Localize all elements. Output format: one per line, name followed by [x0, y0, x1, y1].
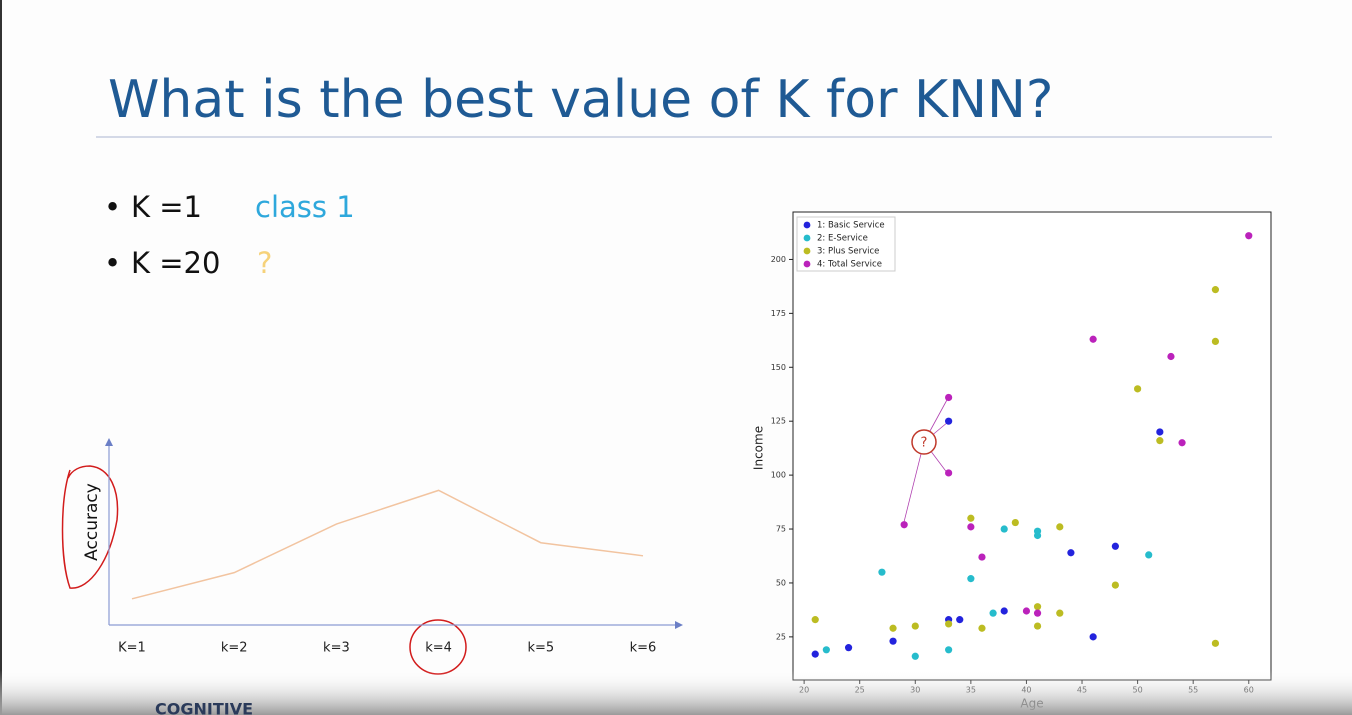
- point: [1111, 542, 1119, 550]
- y-tick-label: 175: [771, 309, 786, 318]
- point: [811, 650, 819, 658]
- plot-frame: [792, 211, 1272, 681]
- y-arrow: [105, 438, 113, 446]
- point: [1011, 518, 1019, 527]
- legend-label: 3: Plus Service: [817, 247, 879, 257]
- y-tick-label: 25: [776, 632, 786, 641]
- bullet-answer: class 1: [255, 190, 355, 224]
- legend-swatch: [803, 234, 811, 242]
- point: [889, 624, 897, 632]
- point: [1067, 549, 1075, 557]
- point: [1167, 352, 1175, 361]
- point: [1145, 551, 1153, 559]
- point: [1211, 286, 1220, 294]
- bullet-answer: ?: [257, 246, 272, 280]
- y-tick-label: 200: [771, 255, 786, 264]
- footer-logo: COGNITIVE: [155, 700, 253, 715]
- x-tick-label: k=3: [323, 641, 350, 656]
- point: [1056, 609, 1064, 617]
- x-tick-label: k=5: [527, 641, 554, 656]
- point: [945, 620, 953, 628]
- point: [1089, 633, 1097, 641]
- y-tick-label: 50: [776, 578, 786, 587]
- bullet-label: K =1: [131, 190, 202, 224]
- bullet-dot: •: [104, 190, 121, 224]
- point: [945, 646, 953, 654]
- bullet-label: K =20: [131, 246, 220, 280]
- point: [900, 521, 908, 529]
- point: [1211, 337, 1220, 346]
- point: [945, 469, 953, 477]
- point: [1111, 581, 1119, 589]
- point: [1245, 232, 1253, 240]
- point: [844, 644, 853, 652]
- point: [945, 417, 953, 425]
- legend-swatch: [803, 260, 811, 268]
- point: [1033, 622, 1042, 630]
- annotation-circle: [911, 429, 937, 455]
- x-tick-label: k=4: [425, 641, 452, 656]
- point: [1033, 609, 1042, 617]
- slide-title: What is the best value of K for KNN?: [108, 70, 1053, 130]
- point: [989, 609, 997, 617]
- point: [967, 514, 975, 522]
- y-tick-label: 150: [771, 363, 786, 372]
- annotation-line: [902, 441, 925, 527]
- point: [1000, 525, 1008, 533]
- y-tick-label: 100: [771, 471, 786, 480]
- bottom-fade: [0, 670, 1352, 715]
- y-axis-label: Accuracy: [82, 483, 102, 561]
- x-arrow: [675, 621, 683, 629]
- point: [811, 616, 819, 624]
- point: [889, 637, 897, 645]
- point: [911, 652, 919, 660]
- point: [1000, 607, 1008, 615]
- point: [1156, 437, 1164, 445]
- point: [1033, 603, 1042, 611]
- point: [1156, 428, 1164, 436]
- y-axis-label: Income: [752, 426, 766, 470]
- point: [1022, 607, 1031, 615]
- point: [978, 624, 986, 632]
- annotation: ?: [921, 436, 928, 451]
- hand-circle: [61, 465, 119, 589]
- x-tick-label: k=6: [630, 641, 657, 656]
- point: [945, 393, 953, 402]
- point: [1178, 439, 1186, 447]
- y-tick-label: 75: [776, 525, 786, 534]
- point: [1033, 531, 1042, 540]
- legend-label: 2: E-Service: [817, 234, 868, 244]
- point: [967, 575, 975, 583]
- legend-swatch: [803, 247, 811, 255]
- x-tick-label: K=1: [118, 641, 146, 656]
- point: [1056, 523, 1064, 531]
- point: [911, 622, 919, 630]
- point: [822, 646, 830, 654]
- point: [1211, 639, 1220, 647]
- point: [967, 523, 975, 531]
- line: [131, 489, 644, 600]
- legend-box: [796, 216, 896, 272]
- legend-swatch: [803, 221, 811, 229]
- point: [878, 568, 886, 576]
- x-tick-label: k=2: [221, 641, 248, 656]
- bullet-dot: •: [104, 246, 121, 280]
- point: [1134, 385, 1142, 393]
- point: [956, 616, 964, 624]
- point: [978, 553, 986, 561]
- point: [1089, 335, 1097, 343]
- y-tick-label: 125: [771, 417, 786, 426]
- legend-label: 1: Basic Service: [817, 221, 885, 231]
- legend-label: 4: Total Service: [817, 260, 882, 270]
